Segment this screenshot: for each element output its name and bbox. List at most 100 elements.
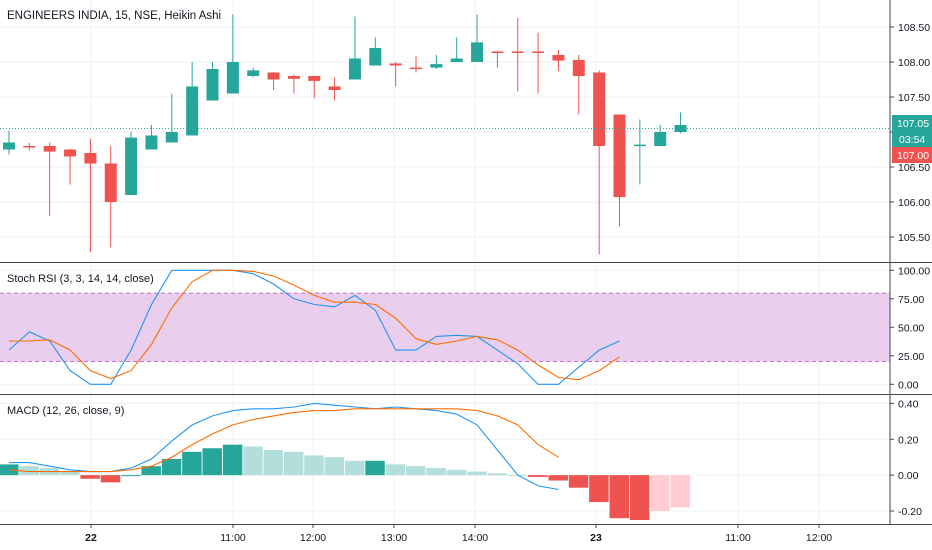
macd-axis[interactable]: 0.40 0.20 0.00 -0.20: [890, 398, 922, 518]
candle-body: [3, 142, 15, 150]
macd-pane-title: MACD (12, 26, close, 9): [7, 405, 124, 417]
macd-hist-bar: [182, 451, 202, 476]
macd-tick-label: 0.00: [898, 470, 919, 482]
macd-hist-bar: [650, 475, 670, 512]
candle-body: [308, 76, 321, 81]
countdown-tag: 03:54: [892, 131, 932, 147]
macd-hist-bar: [528, 475, 548, 477]
candle-body: [613, 114, 626, 198]
price-tick-label: 108.00: [898, 57, 930, 69]
macd-hist-bar: [365, 460, 385, 476]
candle-body: [64, 149, 77, 157]
macd-hist-bar: [202, 448, 222, 476]
macd-hist-bar: [243, 446, 263, 476]
time-tick-label: 14:00: [462, 532, 488, 544]
macd-tick-label: 0.40: [898, 398, 919, 410]
stoch-tick-label: 25.00: [898, 351, 924, 363]
candle-body: [206, 69, 219, 101]
stoch-tick-label: 100.00: [898, 265, 930, 277]
price-pane[interactable]: ENGINEERS INDIA, 15, NSE, Heikin Ashi 10…: [0, 10, 932, 255]
candle-body: [471, 42, 484, 62]
stoch-tick-label: 75.00: [898, 294, 924, 306]
price-tick-label: 106.00: [898, 197, 930, 209]
price-tick-label: 106.50: [898, 162, 930, 174]
macd-hist-bar: [385, 464, 406, 476]
candle-body: [450, 58, 463, 62]
macd-hist-bar: [161, 459, 182, 476]
macd-hist-bar: [141, 466, 161, 476]
candle-body: [226, 62, 239, 94]
macd-hist-bar: [100, 475, 121, 483]
stoch-tick-label: 0.00: [898, 379, 919, 391]
candle-body: [104, 163, 117, 202]
candle-body: [145, 135, 158, 150]
time-tick-label: 22: [85, 532, 97, 544]
macd-hist-bar: [446, 469, 467, 476]
macd-hist-bar: [80, 475, 100, 479]
candle-body: [593, 72, 606, 146]
macd-hist-bar: [426, 467, 446, 476]
macd-hist-bar: [304, 455, 324, 476]
macd-hist-bar: [263, 450, 284, 476]
candle-body: [125, 137, 138, 195]
time-tick-label: 12:00: [806, 532, 832, 544]
macd-hist-bar: [121, 475, 141, 477]
svg-text:03:54: 03:54: [899, 134, 925, 146]
macd-hist-bar: [507, 475, 528, 477]
candle-body: [43, 146, 56, 152]
candle-body: [552, 55, 565, 61]
macd-hist-bar: [568, 475, 589, 488]
candle-body: [532, 51, 545, 53]
price-pane-title: ENGINEERS INDIA, 15, NSE, Heikin Ashi: [7, 10, 221, 22]
stoch-band: [0, 293, 890, 362]
time-tick-label: 11:00: [725, 532, 751, 544]
time-tick-label: 12:00: [300, 532, 326, 544]
macd-hist-bar: [589, 475, 609, 503]
candle-body: [165, 132, 178, 143]
stoch-pane-title: Stoch RSI (3, 3, 14, 14, close): [7, 273, 154, 285]
candle-body: [654, 132, 667, 146]
candle-body: [328, 86, 341, 90]
candle-body: [511, 51, 524, 53]
macd-hist-bar: [222, 444, 243, 476]
macd-hist-bar: [467, 471, 487, 476]
candle-body: [410, 67, 422, 70]
macd-hist-bar: [670, 475, 691, 508]
price-tick-label: 107.50: [898, 92, 930, 104]
macd-hist-bar: [629, 475, 650, 520]
candle-body: [267, 72, 280, 80]
stoch-k-line: [8, 269, 620, 385]
macd-hist-bar: [487, 473, 507, 476]
svg-text:107.05: 107.05: [897, 118, 929, 130]
stoch-d-line: [9, 269, 620, 381]
stoch-rsi-pane[interactable]: Stoch RSI (3, 3, 14, 14, close) 100.00 75…: [0, 265, 930, 391]
macd-tick-label: 0.20: [898, 434, 919, 446]
time-tick-label: 23: [590, 532, 602, 544]
macd-hist-bar: [406, 466, 426, 476]
macd-hist-bar: [609, 475, 629, 519]
candle-body: [491, 51, 504, 53]
macd-tick-label: -0.20: [898, 506, 922, 518]
candle-body: [348, 58, 361, 80]
candle-body: [369, 48, 382, 66]
macd-hist-bar: [344, 460, 365, 476]
price-tick-label: 108.50: [898, 22, 930, 34]
candle-body: [572, 59, 585, 76]
candles: [3, 14, 687, 255]
pane-borders: [0, 0, 932, 525]
macd-hist-bar: [324, 457, 345, 476]
stoch-axis[interactable]: 100.00 75.00 50.00 25.00 0.00: [890, 265, 930, 391]
candle-body: [23, 146, 36, 148]
time-axis[interactable]: 22 11:00 12:00 13:00 14:00 23 11:00 12:00: [85, 524, 832, 544]
price-tick-label: 105.50: [898, 232, 930, 244]
macd-hist-bar: [19, 466, 39, 476]
macd-pane[interactable]: MACD (12, 26, close, 9) 0.40 0.20 0.00 -0.2…: [0, 398, 922, 520]
time-tick-label: 11:00: [220, 532, 246, 544]
time-tick-label: 13:00: [381, 532, 407, 544]
macd-histogram: [0, 444, 691, 520]
candle-body: [84, 153, 97, 164]
candle-body: [287, 76, 300, 79]
signal-line: [8, 408, 559, 473]
